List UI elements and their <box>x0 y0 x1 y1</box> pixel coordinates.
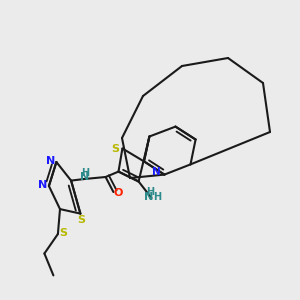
Text: N: N <box>144 191 153 202</box>
Text: S: S <box>111 143 119 154</box>
Text: N: N <box>46 155 55 166</box>
Text: N: N <box>38 180 47 190</box>
Text: H: H <box>81 167 89 178</box>
Text: H: H <box>153 191 161 202</box>
Text: H: H <box>146 187 154 197</box>
Text: S: S <box>77 214 85 225</box>
Text: O: O <box>113 188 123 199</box>
Text: S: S <box>59 227 67 238</box>
Text: N: N <box>80 172 89 182</box>
Text: N: N <box>152 167 160 177</box>
